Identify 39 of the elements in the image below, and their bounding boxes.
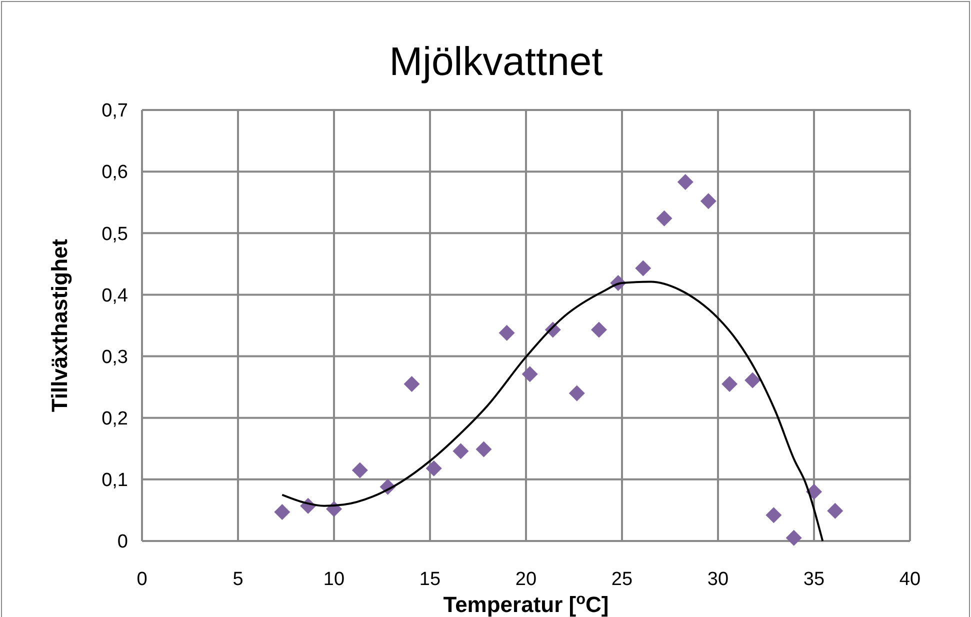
y-tick-label: 0 <box>117 532 128 553</box>
y-tick-label: 0,1 <box>102 470 128 492</box>
point <box>590 322 607 338</box>
point <box>522 366 538 382</box>
point <box>274 504 290 520</box>
x-tick-label: 25 <box>611 569 633 590</box>
y-tick-label: 0,5 <box>102 224 128 245</box>
point <box>352 462 368 478</box>
x-tick-label: 30 <box>707 569 729 590</box>
point <box>786 530 802 546</box>
y-axis-title: Tillväxthastighet <box>47 238 72 412</box>
y-tick-label: 0,6 <box>102 162 128 184</box>
x-tick-label: 10 <box>323 569 345 590</box>
y-tick-label: 0,7 <box>102 100 128 122</box>
point <box>404 376 420 392</box>
chart-title: Mjölkvattnet <box>389 40 603 84</box>
x-tick-label: 40 <box>899 569 921 590</box>
point <box>677 174 694 190</box>
point <box>744 372 761 388</box>
x-tick-label: 5 <box>232 569 244 590</box>
point <box>635 260 652 276</box>
point <box>656 210 672 226</box>
point <box>722 376 738 392</box>
x-tick-label: 15 <box>419 569 441 590</box>
y-tick-label: 0,3 <box>102 346 128 368</box>
y-tick-label: 0,2 <box>102 408 128 430</box>
x-tick-label: 0 <box>136 569 148 590</box>
point <box>498 324 515 341</box>
y-tick-label: 0,4 <box>102 285 128 306</box>
x-tick-label: 20 <box>515 569 537 590</box>
x-axis-title: Temperatur [$^{o}$C] <box>443 590 609 617</box>
point <box>568 385 585 402</box>
point <box>426 460 442 476</box>
x-tick-label: 35 <box>803 569 825 590</box>
point <box>827 502 844 519</box>
point <box>452 443 469 460</box>
point <box>476 441 492 458</box>
point <box>700 193 716 210</box>
point <box>766 507 782 524</box>
